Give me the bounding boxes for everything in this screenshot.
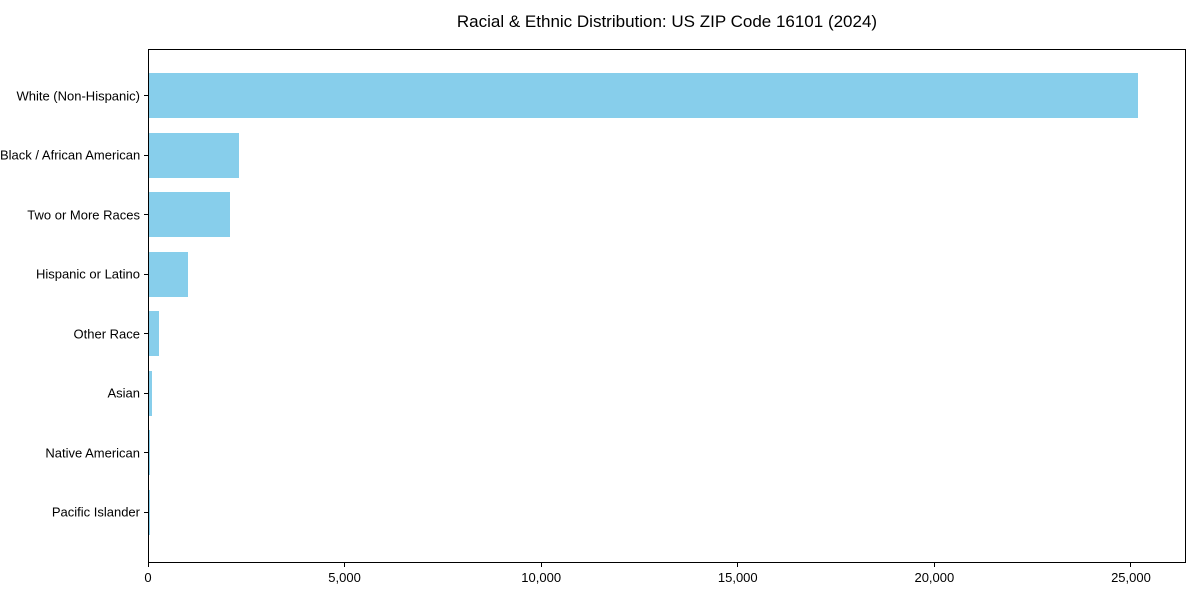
y-tick-label: White (Non-Hispanic) bbox=[16, 88, 140, 103]
y-tick-label: Hispanic or Latino bbox=[35, 266, 140, 282]
bar-black-african-american bbox=[149, 132, 239, 178]
bar-native-american bbox=[149, 430, 150, 476]
y-tick-label: Other Race bbox=[73, 326, 140, 342]
bar-hispanic-or-latino bbox=[149, 251, 189, 297]
x-tick-label: 20,000 bbox=[914, 570, 955, 585]
bar-asian bbox=[149, 370, 152, 416]
y-tick-mark bbox=[144, 95, 148, 96]
x-tick-mark bbox=[540, 563, 542, 567]
y-tick-mark bbox=[144, 452, 148, 454]
x-tick-mark bbox=[147, 563, 149, 567]
plot-area bbox=[148, 49, 1186, 563]
bar-other-race bbox=[149, 311, 160, 357]
x-tick-label: 0 bbox=[144, 570, 152, 585]
x-tick-label: 15,000 bbox=[717, 570, 758, 585]
bar-white-non-hispanic bbox=[149, 73, 1138, 118]
x-tick-mark bbox=[933, 563, 935, 567]
x-tick-label: 25,000 bbox=[1111, 570, 1151, 585]
y-tick-mark bbox=[144, 511, 148, 513]
x-tick-mark bbox=[737, 563, 739, 567]
x-tick-mark bbox=[1130, 563, 1132, 567]
y-tick-label: Two or More Races bbox=[27, 207, 140, 223]
y-tick-mark bbox=[144, 273, 148, 275]
y-tick-label: Pacific Islander bbox=[51, 504, 140, 520]
y-tick-mark bbox=[144, 214, 148, 216]
x-tick-mark bbox=[344, 563, 346, 567]
y-tick-mark bbox=[144, 154, 148, 156]
y-tick-mark bbox=[144, 333, 148, 335]
y-tick-label: Black / African American bbox=[0, 147, 141, 163]
x-tick-label: 10,000 bbox=[521, 570, 562, 585]
y-tick-label: Asian bbox=[107, 385, 140, 401]
bar-two-or-more-races bbox=[149, 192, 230, 238]
y-tick-label: Native American bbox=[45, 445, 140, 461]
y-tick-mark bbox=[144, 392, 148, 394]
chart-title: Racial & Ethnic Distribution: US ZIP Cod… bbox=[456, 12, 878, 31]
x-tick-label: 5,000 bbox=[328, 570, 361, 585]
